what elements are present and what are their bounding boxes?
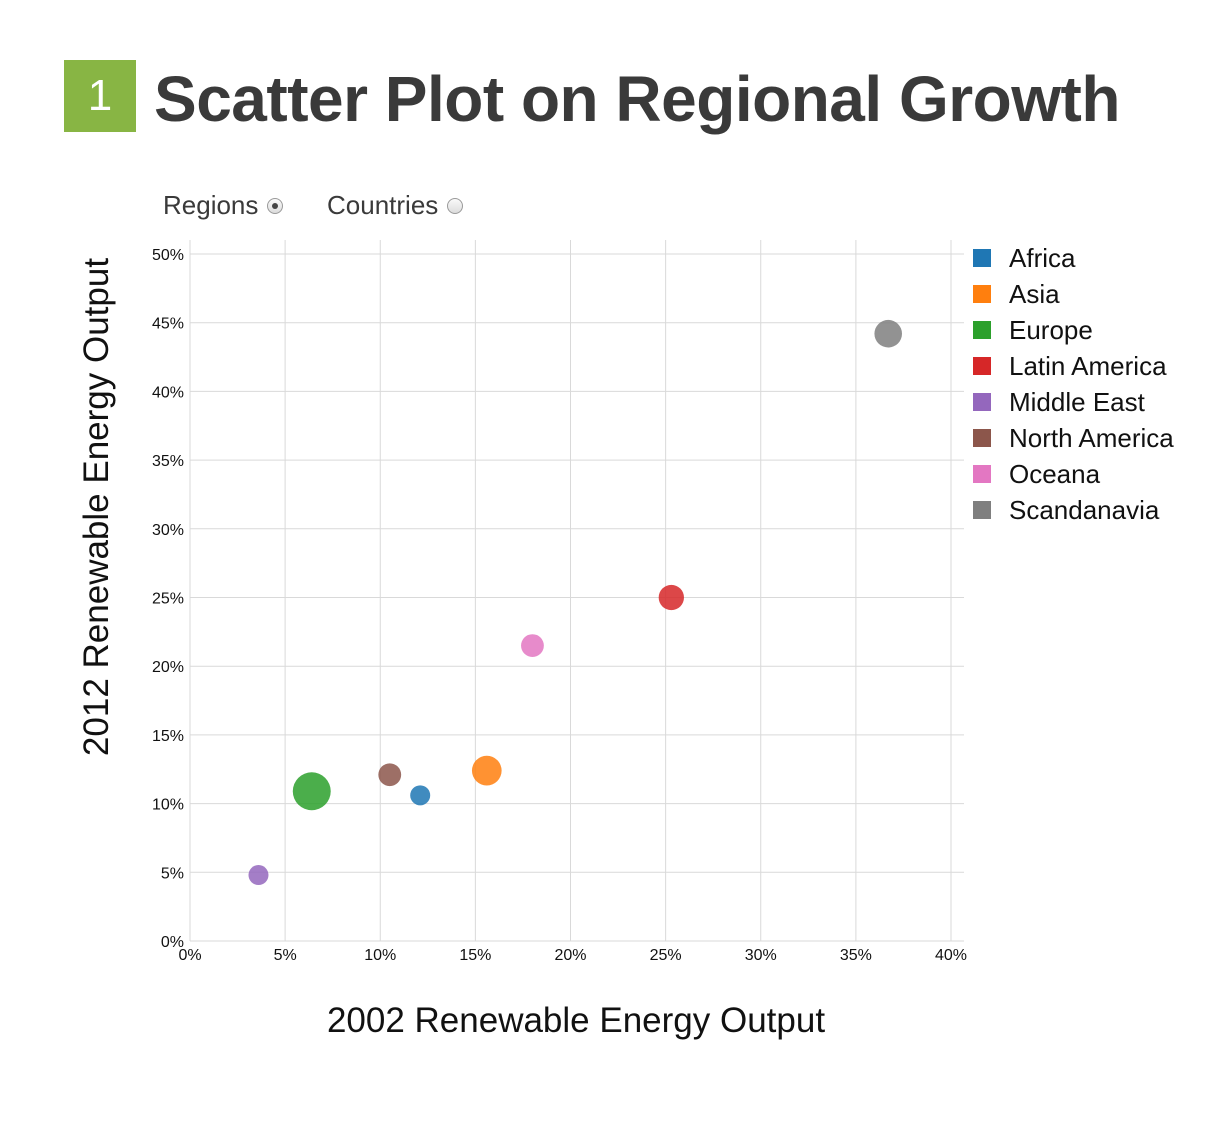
legend-swatch [973, 321, 991, 339]
y-tick-label: 20% [152, 659, 184, 676]
regions-toggle[interactable]: Regions [163, 190, 284, 221]
y-tick-label: 0% [161, 934, 184, 951]
chart-grid [189, 240, 964, 942]
y-axis-title: 2012 Renewable Energy Output [77, 258, 116, 756]
x-tick-label: 35% [840, 947, 872, 964]
x-tick-label: 20% [554, 947, 586, 964]
legend-swatch [973, 393, 991, 411]
countries-toggle-label: Countries [327, 190, 439, 220]
y-tick-label: 25% [152, 591, 184, 608]
y-tick-label: 10% [152, 797, 184, 814]
legend-label: Asia [1009, 279, 1060, 309]
regions-radio[interactable] [267, 197, 284, 214]
regions-toggle-label: Regions [163, 190, 259, 220]
legend-label: Europe [1009, 315, 1093, 345]
x-tick-label: 15% [459, 947, 491, 964]
countries-toggle[interactable]: Countries [327, 190, 464, 221]
legend-label: North America [1009, 423, 1174, 453]
data-point-asia[interactable] [471, 755, 502, 786]
x-tick-label: 30% [745, 947, 777, 964]
legend-swatch [973, 429, 991, 447]
y-tick-label: 30% [152, 522, 184, 539]
y-tick-label: 50% [152, 247, 184, 264]
y-tick-label: 35% [152, 453, 184, 470]
legend-label: Oceana [1009, 459, 1101, 489]
legend-swatch [973, 357, 991, 375]
page-title: Scatter Plot on Regional Growth [154, 63, 1120, 135]
data-point-africa[interactable] [410, 785, 431, 806]
legend-swatch [973, 501, 991, 519]
y-tick-label: 15% [152, 728, 184, 745]
x-tick-label: 10% [364, 947, 396, 964]
legend-swatch [973, 465, 991, 483]
step-number-badge: 1 [64, 60, 136, 132]
y-tick-label: 5% [161, 865, 184, 882]
legend-swatch [973, 285, 991, 303]
x-tick-label: 25% [650, 947, 682, 964]
data-points [248, 319, 903, 886]
x-axis-ticks: 0% 5% 10% 15% 20% 25% 30% 35% 40% [178, 947, 967, 964]
legend-label: Latin America [1009, 351, 1167, 381]
chart-legend: Africa Asia Europe Latin America Middle East… [973, 243, 1174, 525]
legend-label: Africa [1009, 243, 1076, 273]
data-point-north-america[interactable] [378, 763, 402, 787]
legend-label: Middle East [1009, 387, 1146, 417]
x-tick-label: 0% [178, 947, 201, 964]
legend-swatch [973, 249, 991, 267]
legend-label: Scandanavia [1009, 495, 1160, 525]
x-axis-title: 2002 Renewable Energy Output [327, 1001, 825, 1040]
y-axis-ticks: 0% 5% 10% 15% 20% 25% 30% 35% 40% 45% 50% [152, 247, 184, 951]
data-point-europe[interactable] [292, 772, 331, 811]
y-tick-label: 45% [152, 316, 184, 333]
data-point-scandanavia[interactable] [874, 319, 903, 348]
x-tick-label: 40% [935, 947, 967, 964]
data-point-latin-america[interactable] [658, 584, 684, 611]
data-point-oceana[interactable] [521, 634, 544, 657]
y-tick-label: 40% [152, 384, 184, 401]
data-point-middle-east[interactable] [248, 865, 269, 886]
x-tick-label: 5% [274, 947, 297, 964]
countries-radio[interactable] [447, 197, 464, 214]
